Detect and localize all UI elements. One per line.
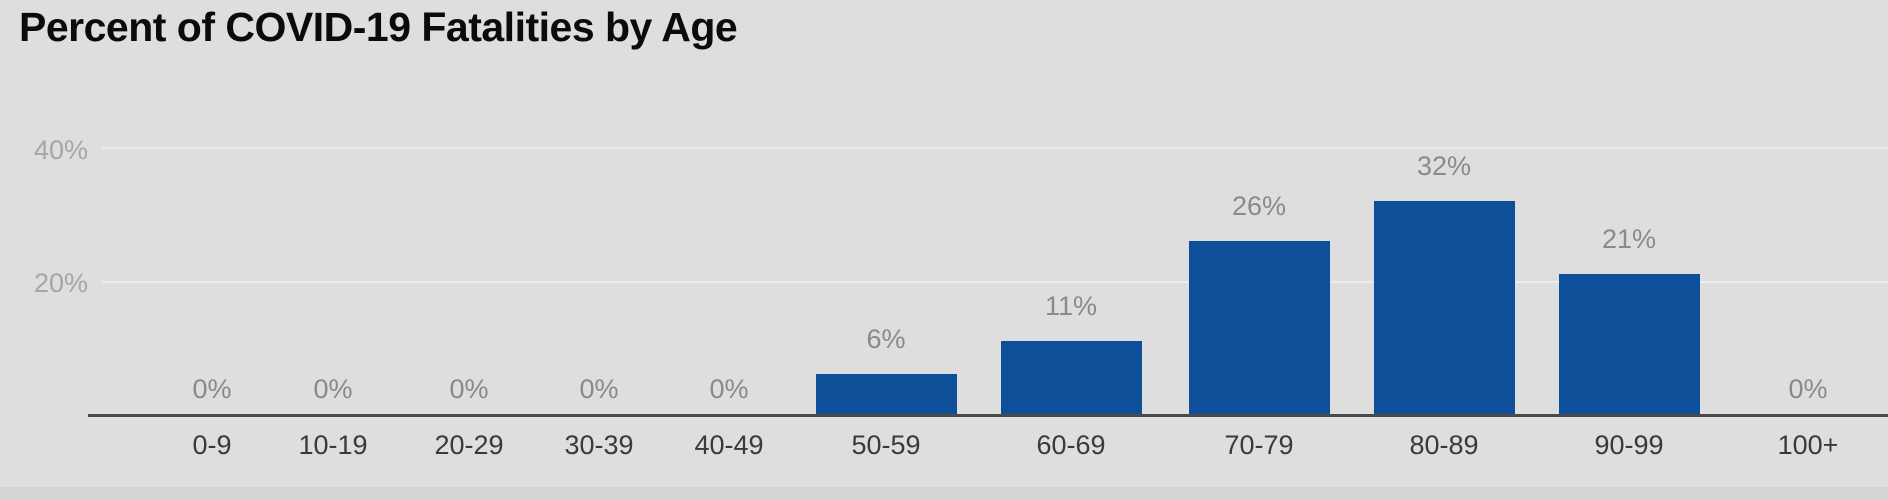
bar — [1558, 274, 1700, 414]
bar — [1000, 340, 1142, 414]
bar-value-label: 26% — [1231, 191, 1287, 222]
y-axis-tick-label-40: 40% — [33, 135, 88, 165]
x-axis-label: 80-89 — [1409, 430, 1479, 460]
x-axis-label: 30-39 — [564, 430, 634, 460]
x-axis-label: 90-99 — [1594, 430, 1664, 460]
bar — [1373, 201, 1515, 414]
bar-value-label: 0% — [1788, 374, 1828, 404]
y-axis-tick-label-20: 20% — [33, 268, 88, 298]
bar-value-label: 0% — [709, 374, 749, 404]
x-axis-label: 60-69 — [1036, 430, 1106, 460]
bar — [1188, 241, 1330, 414]
x-axis-label: 50-59 — [851, 430, 921, 460]
gridline-40pct — [102, 147, 1888, 149]
gridline-20pct — [102, 281, 1888, 283]
x-axis-label: 20-29 — [434, 430, 504, 460]
bar-value-label: 6% — [866, 324, 906, 355]
x-axis-label: 100+ — [1777, 430, 1839, 460]
x-axis-label: 40-49 — [694, 430, 764, 460]
bar-value-label: 0% — [449, 374, 489, 404]
bar-value-label: 21% — [1601, 224, 1657, 255]
chart-title: Percent of COVID-19 Fatalities by Age — [19, 4, 738, 50]
bar-value-label: 32% — [1416, 151, 1472, 182]
x-axis-line — [88, 414, 1888, 417]
x-axis-label: 0-9 — [192, 430, 232, 460]
bar-value-label: 0% — [192, 374, 232, 404]
x-axis-label: 10-19 — [298, 430, 368, 460]
x-axis-label: 70-79 — [1224, 430, 1294, 460]
bar — [815, 374, 957, 414]
bar-value-label: 0% — [313, 374, 353, 404]
bar-value-label: 0% — [579, 374, 619, 404]
cropped-footer-strip — [0, 487, 1888, 500]
bar-value-label: 11% — [1044, 290, 1098, 321]
